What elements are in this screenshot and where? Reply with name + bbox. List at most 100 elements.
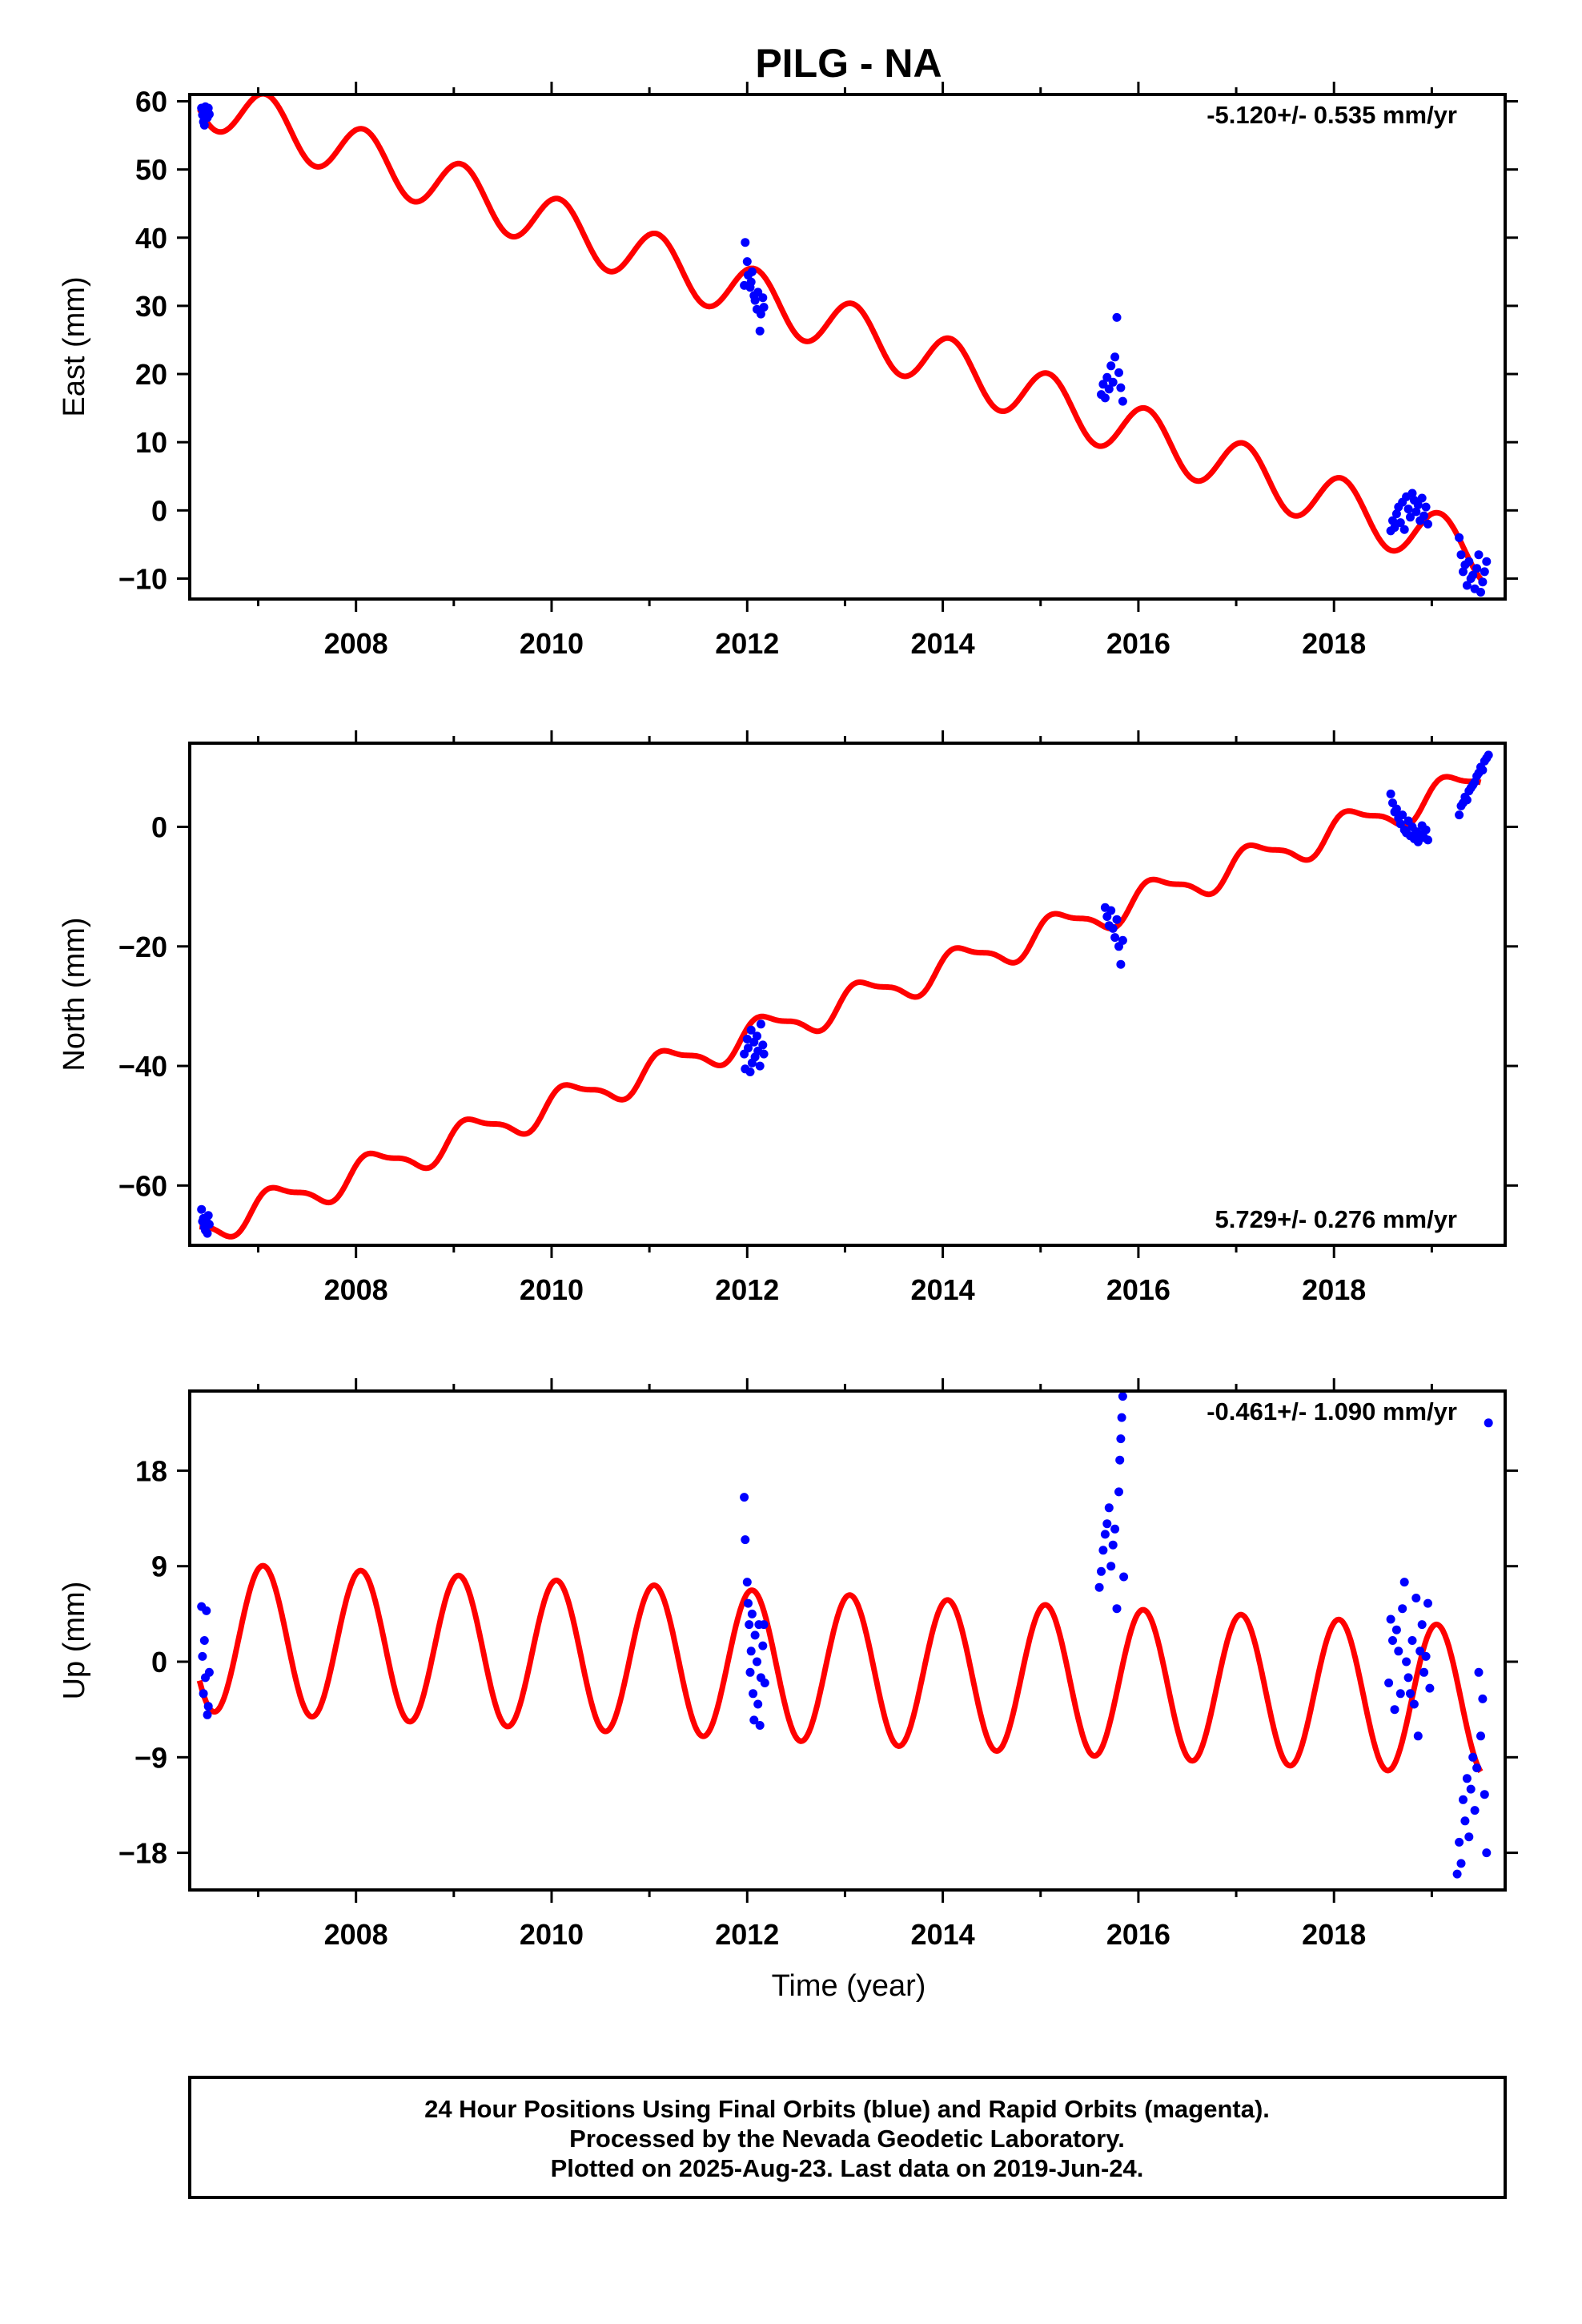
data-point <box>758 1641 768 1651</box>
data-point <box>203 1710 212 1719</box>
data-point <box>1459 567 1468 577</box>
data-point <box>1407 489 1417 498</box>
data-point <box>1484 750 1493 760</box>
data-point <box>747 1609 757 1618</box>
y-tick-label: −9 <box>135 1741 167 1774</box>
x-tick-label: 2016 <box>1106 627 1170 660</box>
data-point <box>741 238 750 247</box>
panel-east: 2008 2010 2012 2014 2016 2018 −10 0 10 20 30 40 50 60… <box>58 82 1518 660</box>
data-point <box>758 293 768 303</box>
data-point <box>1417 493 1427 503</box>
data-point <box>1456 1859 1466 1868</box>
data-point <box>1478 577 1488 587</box>
x-tick-label: 2012 <box>715 1918 779 1951</box>
data-point <box>1104 1503 1114 1513</box>
data-point <box>1100 1530 1110 1539</box>
data-point <box>1482 557 1492 566</box>
x-tick-label: 2010 <box>520 1918 584 1951</box>
y-tick-label: 30 <box>135 290 167 323</box>
data-point <box>1452 1869 1462 1879</box>
data-point <box>1110 352 1120 362</box>
x-tick-label: 2016 <box>1106 1273 1170 1306</box>
data-point <box>1407 1636 1417 1645</box>
data-point <box>1413 1731 1423 1741</box>
data-point <box>1110 933 1120 943</box>
data-point <box>1462 1774 1472 1783</box>
data-point <box>1417 1620 1427 1630</box>
data-point <box>753 1031 761 1041</box>
x-tick-label: 2018 <box>1302 1918 1366 1951</box>
x-tick-label: 2014 <box>911 627 975 660</box>
data-point <box>199 1689 208 1699</box>
data-point <box>1106 906 1116 915</box>
panel-up: 2008 2010 2012 2014 2016 2018 −18 −9 0 9 18 Up (mm)… <box>58 1378 1518 1951</box>
data-point <box>1106 1562 1116 1571</box>
data-point <box>760 1679 769 1687</box>
data-point <box>198 1651 207 1661</box>
x-tick-label: 2010 <box>520 1273 584 1306</box>
data-point <box>1464 557 1474 566</box>
data-point <box>203 1702 213 1711</box>
model-fit-line <box>199 774 1482 1240</box>
data-point <box>1402 1657 1411 1667</box>
y-axis-label: East (mm) <box>58 276 91 416</box>
data-point <box>747 267 757 276</box>
data-point <box>755 1721 765 1730</box>
data-point <box>1474 550 1484 560</box>
data-point <box>1398 810 1407 820</box>
data-point <box>750 296 760 305</box>
plot-frame <box>188 93 1507 601</box>
y-tick-label: 20 <box>135 358 167 391</box>
data-point <box>204 1667 214 1677</box>
data-point <box>1118 396 1127 406</box>
data-point <box>1406 513 1415 522</box>
data-point <box>756 309 765 319</box>
data-point <box>741 1535 750 1545</box>
data-point <box>1462 795 1472 805</box>
data-point <box>1455 810 1464 820</box>
y-tick-label: 10 <box>135 426 167 459</box>
data-point <box>755 1061 765 1071</box>
plot-frame <box>188 1389 1507 1892</box>
y-tick-label: −20 <box>118 931 167 963</box>
x-tick-label: 2012 <box>715 627 779 660</box>
y-axis-label: Up (mm) <box>58 1582 91 1700</box>
model-fit-line <box>197 94 1484 581</box>
data-point <box>749 1689 758 1699</box>
model-fit-line <box>196 1562 1484 1774</box>
data-point <box>746 1025 756 1035</box>
data-point <box>1114 368 1123 377</box>
data-point <box>758 1040 768 1050</box>
data-point <box>742 257 752 267</box>
y-tick-label: 9 <box>151 1550 167 1583</box>
data-point <box>1421 825 1431 834</box>
y-tick-label: 0 <box>151 1646 167 1679</box>
data-point <box>744 1598 753 1608</box>
data-point <box>1462 581 1472 590</box>
y-tick-label: 0 <box>151 811 167 844</box>
data-point <box>1423 1598 1432 1608</box>
x-tick-label: 2012 <box>715 1273 779 1306</box>
data-point <box>742 1578 752 1587</box>
data-point <box>1119 1572 1129 1582</box>
data-point <box>1098 380 1108 389</box>
data-point <box>1104 384 1114 394</box>
data-point <box>746 1647 756 1656</box>
data-point <box>1468 570 1478 580</box>
y-tick-label: 60 <box>135 86 167 119</box>
data-point <box>1108 923 1118 933</box>
y-tick-label: −60 <box>118 1169 167 1202</box>
data-point <box>1484 1418 1493 1428</box>
data-point <box>1399 1578 1409 1587</box>
data-point <box>1112 915 1122 924</box>
data-point <box>1403 505 1413 514</box>
data-point <box>1098 1546 1108 1555</box>
data-point <box>1468 1752 1478 1762</box>
data-point <box>746 277 756 287</box>
footnote-line-3: Plotted on 2025-Aug-23. Last data on 201… <box>551 2154 1144 2182</box>
data-point <box>1388 1636 1397 1645</box>
data-point <box>1464 1832 1474 1842</box>
data-point <box>1470 1806 1480 1815</box>
data-point <box>1395 518 1405 528</box>
data-point <box>197 1204 207 1214</box>
